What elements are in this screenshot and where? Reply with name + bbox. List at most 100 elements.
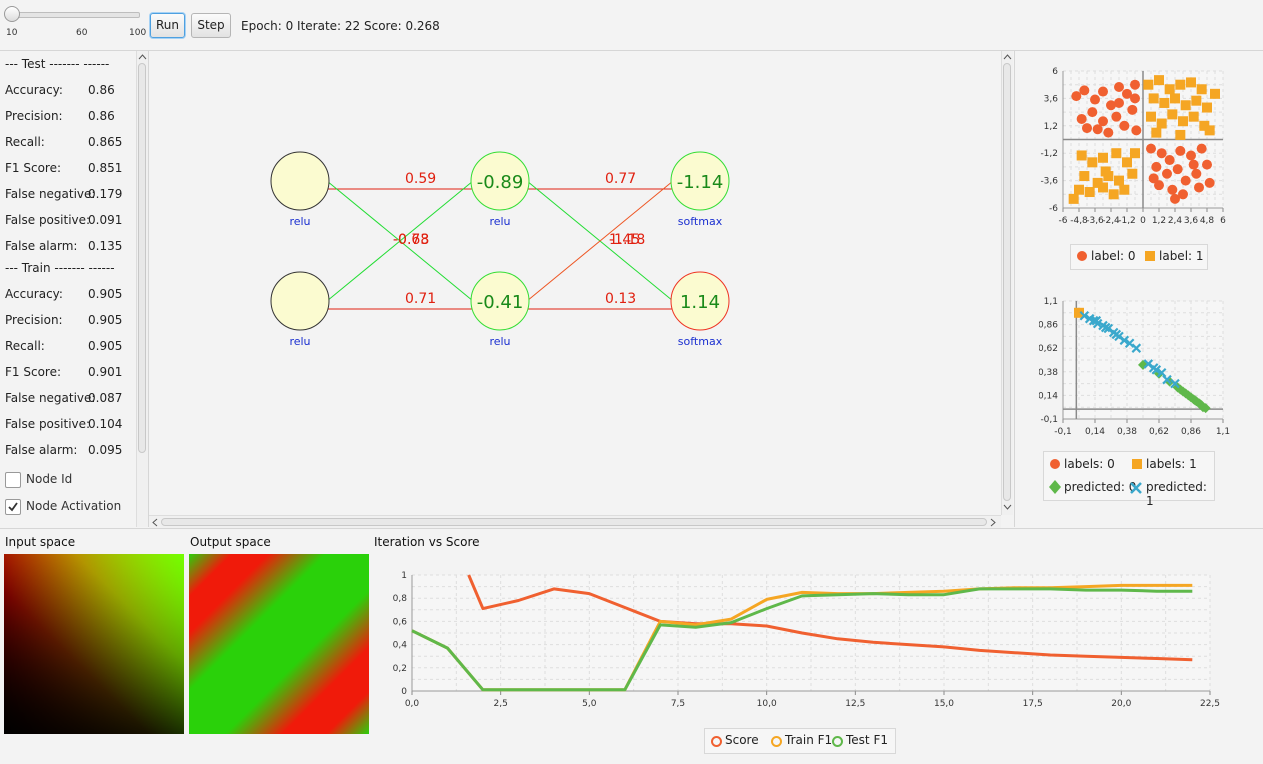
y-tick-label: 1 (401, 571, 407, 581)
node-o0[interactable] (670, 151, 730, 211)
node-value: 1.14 (680, 292, 720, 313)
x-tick-label: 2,4 (1168, 216, 1183, 226)
step-button[interactable]: Step (191, 13, 231, 38)
scroll-left-icon[interactable] (151, 518, 158, 527)
x-tick-label: 4,8 (1200, 216, 1215, 226)
x-tick-label: 5,0 (582, 699, 597, 709)
scatter-point (1114, 97, 1124, 108)
scatter-point (1079, 85, 1090, 96)
scatter-point (1186, 77, 1196, 88)
node-in1[interactable] (270, 271, 330, 331)
bottom-panel: Input space Output space Iteration vs Sc… (0, 528, 1263, 764)
test-metric-row: False negative: 0.179 (5, 187, 140, 203)
scroll-up-icon[interactable] (138, 53, 147, 60)
x-tick-label: 0 (1140, 216, 1146, 226)
node-activation-label: relu (489, 215, 510, 228)
scatter-point (1172, 164, 1183, 175)
legend-train-f1: Train F1 (785, 733, 833, 747)
speed-slider[interactable] (8, 12, 140, 18)
x-tick-label: 10,0 (757, 699, 777, 709)
edge-weight-label: 1.45 (609, 232, 640, 248)
cross-marker-icon (1130, 482, 1142, 494)
metric-value: 0.135 (88, 239, 123, 253)
scatter-point (1082, 123, 1092, 134)
x-tick-label: -4,8 (1070, 216, 1088, 226)
metric-value: 0.905 (88, 339, 123, 353)
circle-marker-icon (1077, 251, 1087, 261)
y-tick-label: 0,8 (393, 594, 408, 604)
node-in0[interactable] (270, 151, 330, 211)
scatter-point (1092, 177, 1103, 188)
train-metric-row: Accuracy: 0.905 (5, 287, 140, 303)
node-o1[interactable] (670, 271, 730, 331)
node-activation-label: relu (289, 215, 310, 228)
node-h1[interactable] (470, 271, 530, 331)
scatter-point (1180, 100, 1191, 111)
scatter-point (1178, 116, 1188, 127)
scatter-point (1103, 127, 1114, 138)
x-tick-label: 12,5 (845, 699, 865, 709)
square-marker-icon (1145, 251, 1155, 261)
scatter-point (1119, 335, 1130, 346)
scatter-point (1175, 145, 1186, 156)
x-tick-label: 0,14 (1085, 427, 1105, 437)
node-activation-check-box[interactable] (5, 499, 21, 515)
scatter-point (1131, 343, 1142, 353)
legend-predicted-0: predicted: 0 (1064, 480, 1137, 494)
metric-label: Recall: (5, 135, 45, 149)
y-tick-label: 0,38 (1039, 368, 1058, 378)
scroll-right-icon[interactable] (990, 518, 997, 527)
legend-score: Score (725, 733, 759, 747)
node-activation-label: relu (289, 335, 310, 348)
scatter-point (1154, 75, 1164, 86)
scatter-point (1076, 113, 1087, 124)
node-id-checkbox[interactable]: Node Id (5, 472, 135, 490)
scroll-up-icon[interactable] (1003, 53, 1012, 60)
legend-label-1: label: 1 (1159, 249, 1204, 263)
label-scatter-chart: -6 -4,8-3,6-2,4-1,2 0 1,2 2,4 3,6 4,8 663,61,2-… (1040, 67, 1226, 226)
x-tick-label: 1,1 (1216, 427, 1230, 437)
scatter-point (1162, 168, 1172, 179)
network-hscrollbar[interactable] (149, 515, 1001, 528)
scatter-point (1108, 189, 1119, 200)
score-legend-icon (711, 736, 722, 747)
node-value: -0.41 (477, 292, 524, 313)
scatter-point (1079, 310, 1090, 321)
metrics-scrollbar[interactable] (136, 51, 148, 527)
scatter-point (1162, 374, 1172, 385)
checkmark-icon (8, 502, 18, 512)
y-tick-label: 0,62 (1039, 344, 1058, 354)
node-h0[interactable] (470, 151, 530, 211)
y-tick-label: 0,14 (1039, 391, 1058, 401)
network-vscrollbar[interactable] (1001, 51, 1013, 515)
edge-weight-label: 0.71 (405, 291, 436, 307)
scroll-down-icon[interactable] (1003, 504, 1012, 511)
node-id-check-box[interactable] (5, 472, 21, 488)
y-tick-label: 3,6 (1044, 94, 1059, 104)
metrics-scroll-thumb[interactable] (138, 63, 146, 453)
node-activation-checkbox[interactable]: Node Activation (5, 499, 135, 517)
scatter-point (1119, 184, 1130, 195)
metric-value: 0.179 (88, 187, 123, 201)
scatter-point (1178, 189, 1188, 200)
metric-label: False alarm: (5, 443, 78, 457)
scatter-point (1122, 157, 1132, 168)
scatter-point (1188, 159, 1199, 170)
scatter-point (1127, 168, 1138, 179)
metric-label: False positive: (5, 417, 91, 431)
network-vscroll-thumb[interactable] (1003, 63, 1011, 501)
iteration-legend: Score Train F1 Test F1 (704, 728, 896, 754)
metric-value: 0.865 (88, 135, 123, 149)
node-activation-label: relu (489, 335, 510, 348)
scatter-point (1164, 84, 1175, 95)
x-tick-label: -6 (1059, 216, 1068, 226)
speed-slider-thumb[interactable] (4, 6, 20, 22)
scatter-point (1170, 378, 1180, 389)
scatter-point (1170, 193, 1180, 204)
x-tick-label: 3,6 (1184, 216, 1199, 226)
network-hscroll-thumb[interactable] (161, 518, 987, 526)
x-tick-label: -1,2 (1118, 216, 1136, 226)
scatter-point (1130, 79, 1140, 90)
run-button[interactable]: Run (150, 13, 185, 38)
scatter-point (1087, 157, 1098, 168)
